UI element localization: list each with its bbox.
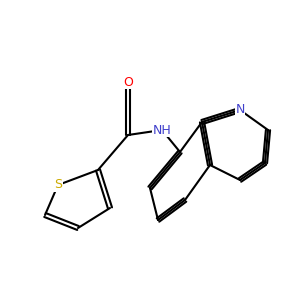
Text: S: S <box>54 178 62 191</box>
Text: N: N <box>235 103 245 116</box>
Text: NH: NH <box>153 124 171 136</box>
Text: O: O <box>123 76 133 88</box>
